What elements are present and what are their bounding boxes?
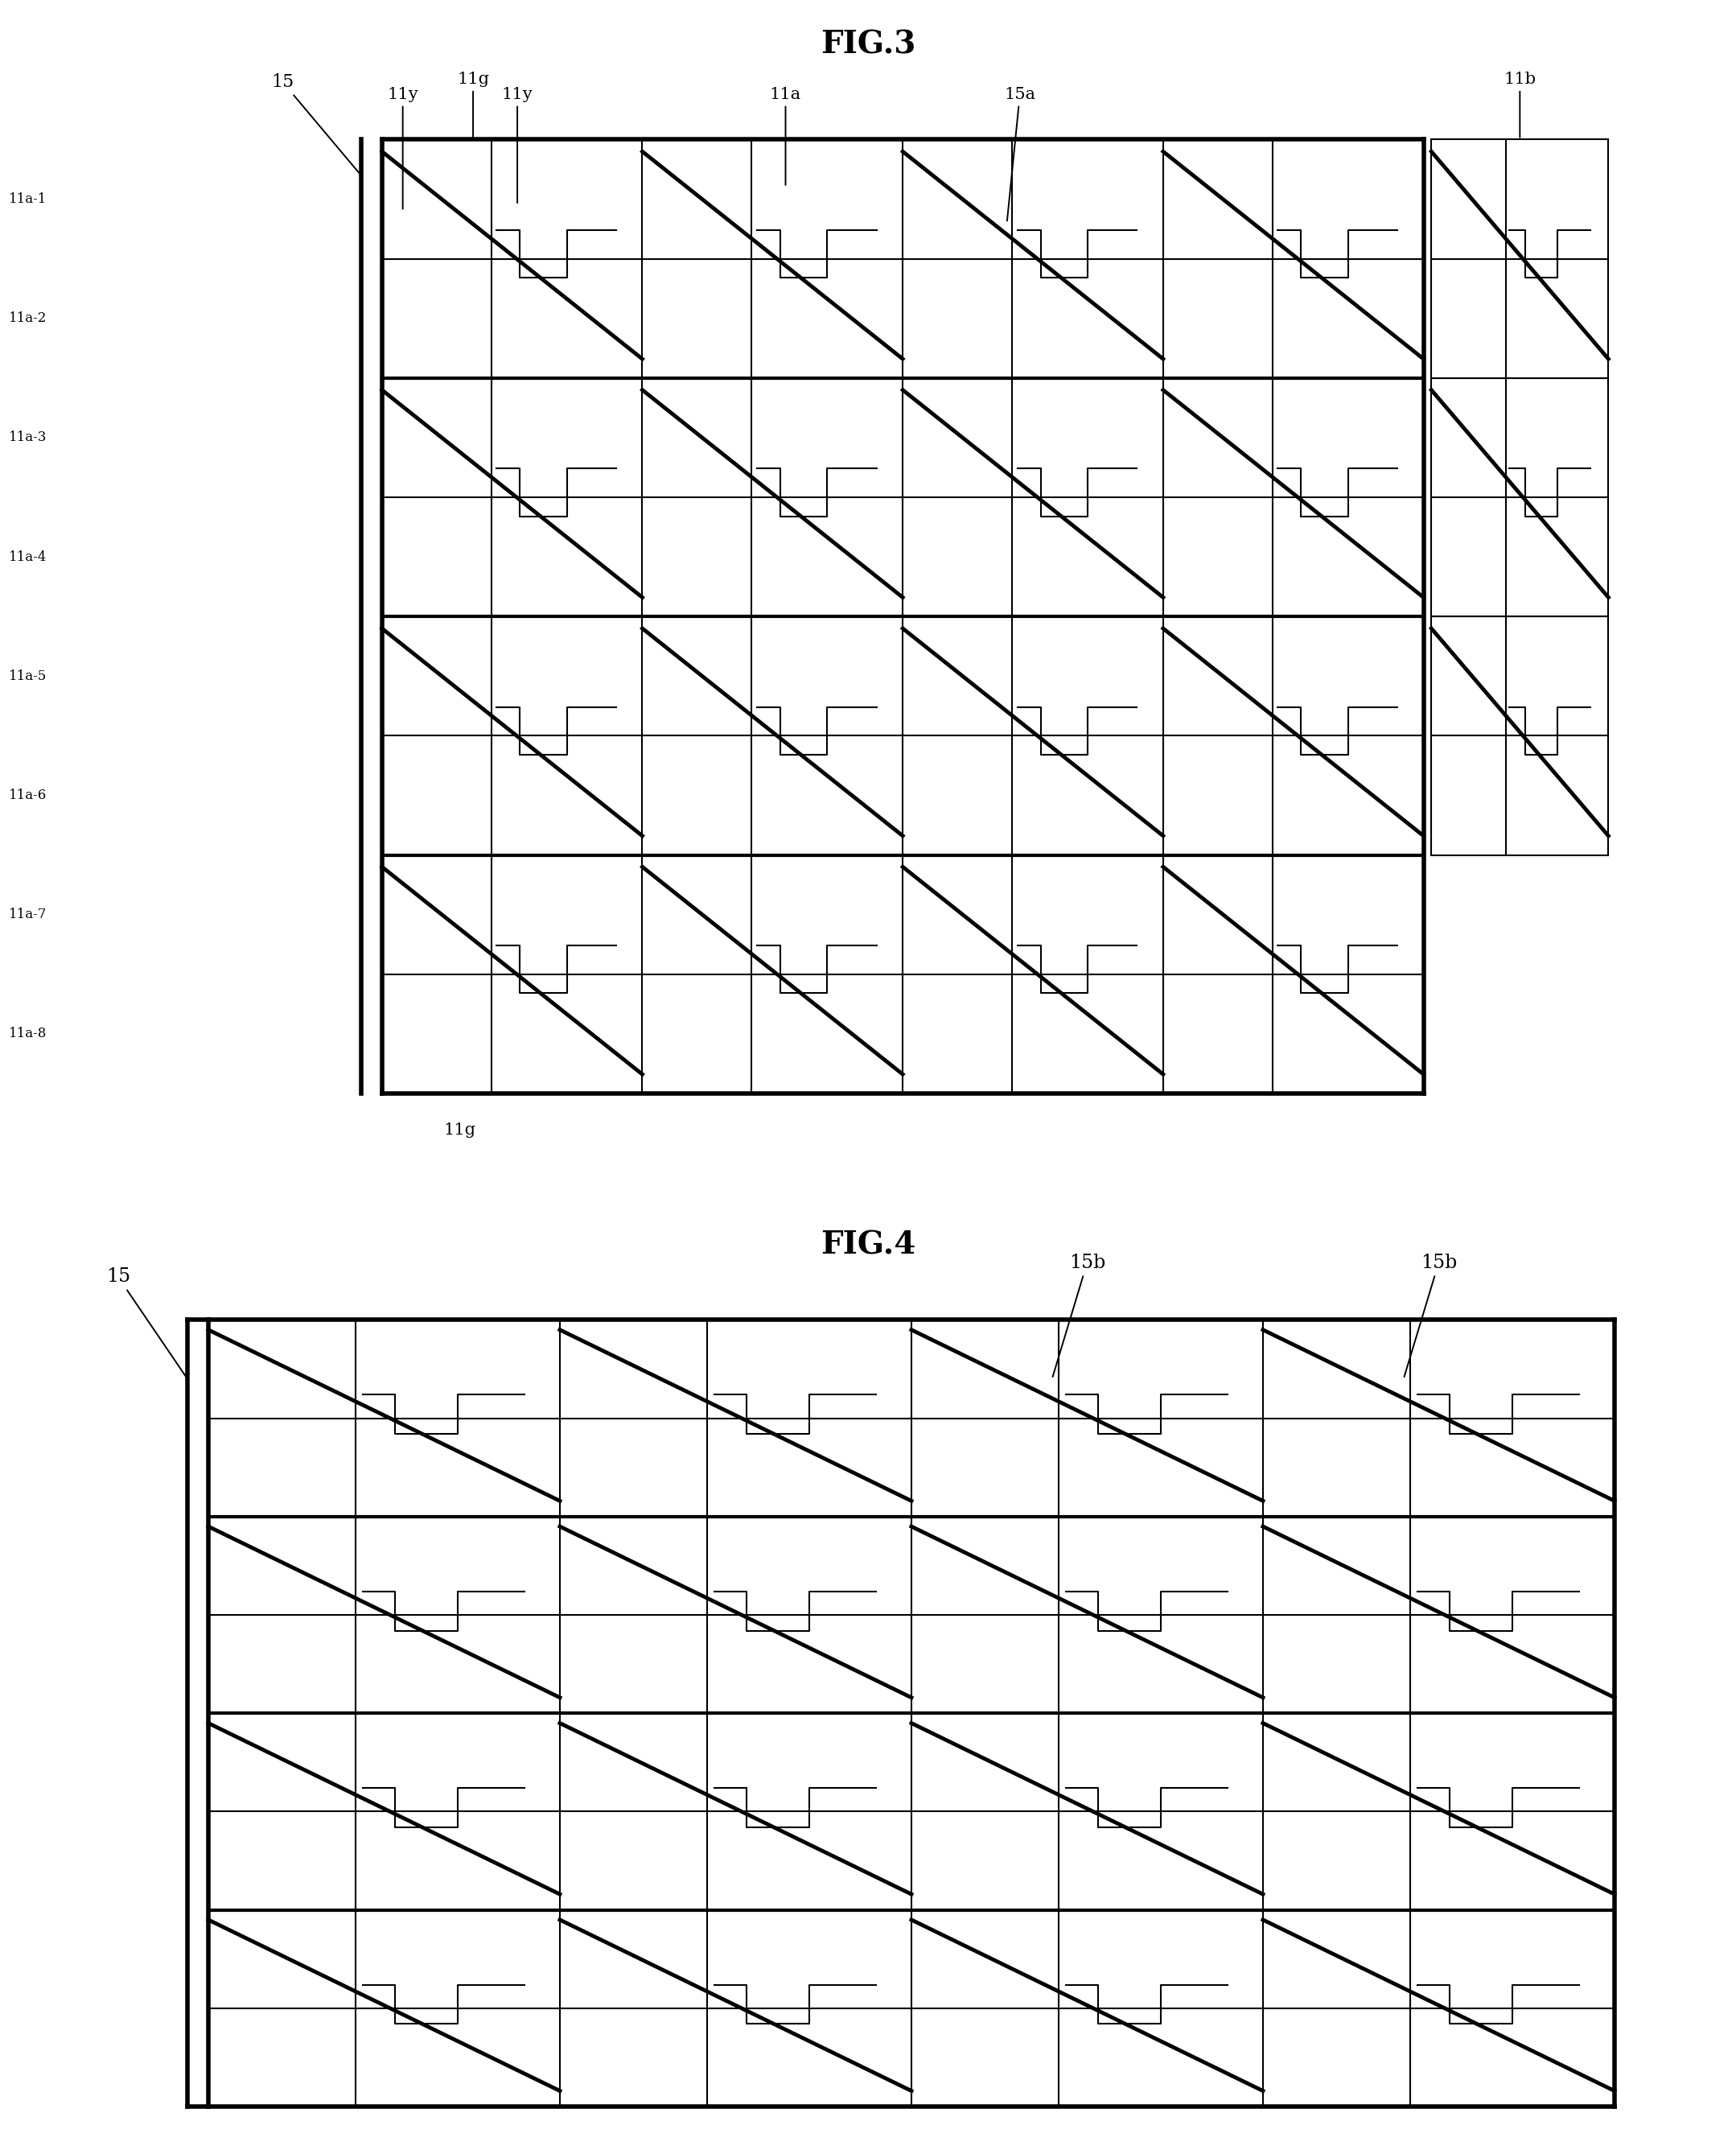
Text: 11a-5: 11a-5 <box>9 670 47 683</box>
Text: 11a-4: 11a-4 <box>9 549 47 564</box>
Text: 15b: 15b <box>1404 1254 1457 1376</box>
Text: FIG.3: FIG.3 <box>821 30 915 60</box>
Bar <box>1430 616 1608 855</box>
Text: 11a-2: 11a-2 <box>9 312 47 325</box>
Text: 11b: 11b <box>1503 71 1536 138</box>
Text: 11a-6: 11a-6 <box>9 788 47 801</box>
Text: 11a: 11a <box>769 86 802 185</box>
Text: 11a-1: 11a-1 <box>9 192 47 207</box>
Text: 15: 15 <box>271 73 359 174</box>
Text: 15b: 15b <box>1052 1254 1106 1376</box>
Text: 11g: 11g <box>457 71 490 138</box>
Bar <box>1430 140 1608 377</box>
Bar <box>1430 379 1608 616</box>
Text: 15a: 15a <box>1003 86 1036 222</box>
Text: 11a-7: 11a-7 <box>9 907 47 922</box>
Text: 11a-8: 11a-8 <box>9 1027 47 1040</box>
Text: 11g: 11g <box>444 1122 476 1137</box>
Text: 11y: 11y <box>387 86 418 209</box>
Text: 15: 15 <box>106 1267 186 1376</box>
Text: FIG.4: FIG.4 <box>821 1230 915 1260</box>
Text: 11a-3: 11a-3 <box>9 431 47 444</box>
Text: 11y: 11y <box>502 86 533 202</box>
